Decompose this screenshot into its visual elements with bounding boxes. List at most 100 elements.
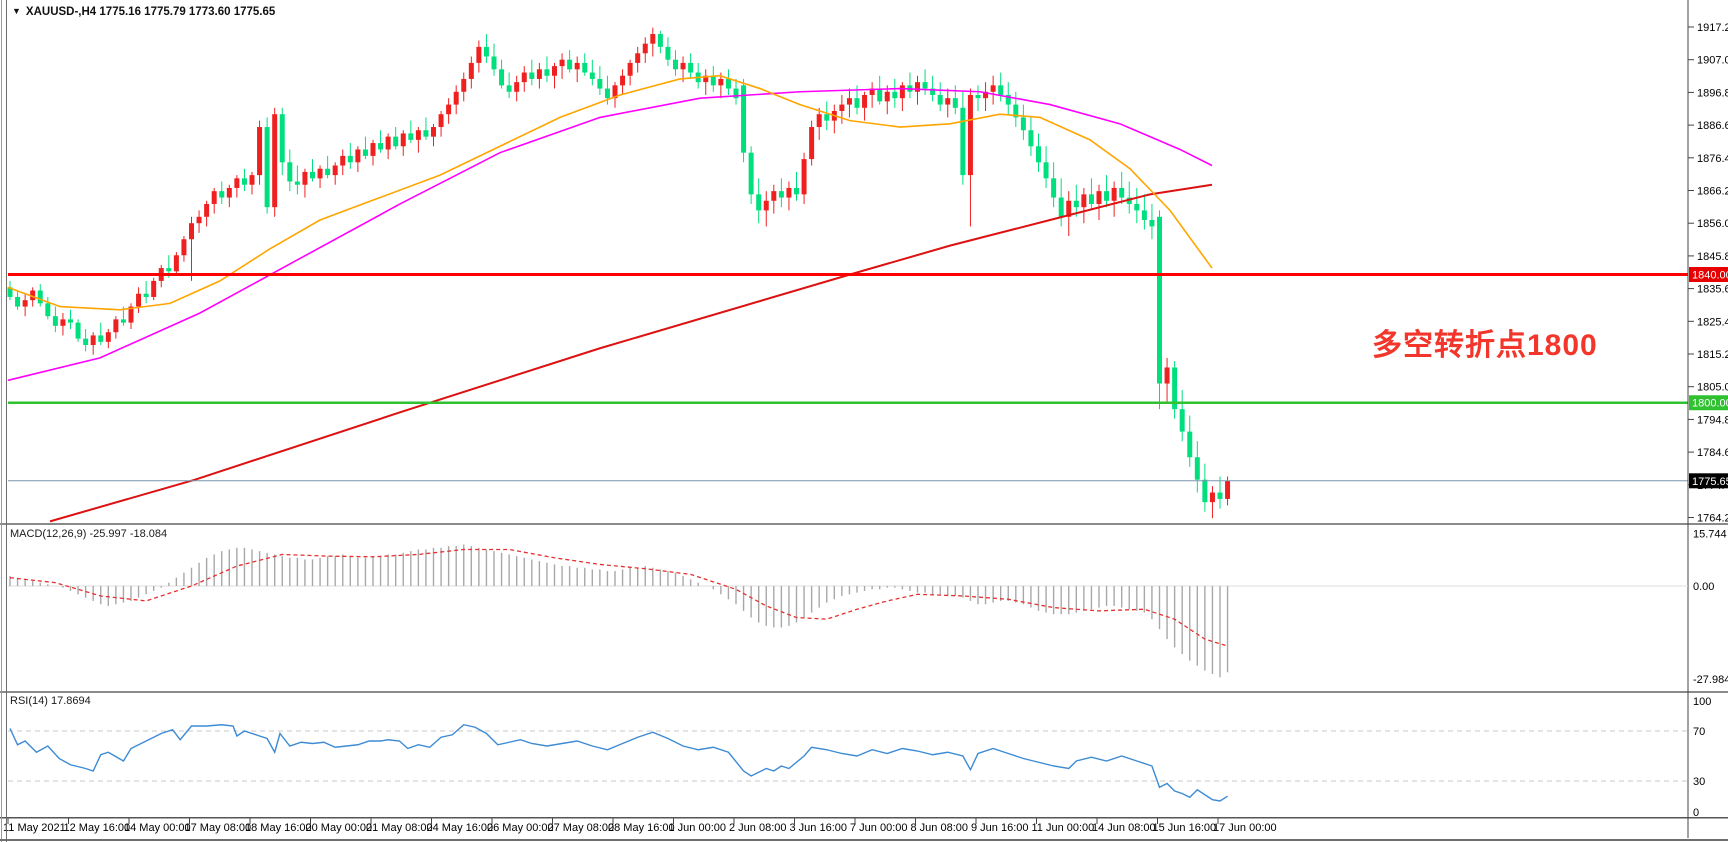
candle-down	[1149, 220, 1155, 227]
candle-down	[1134, 203, 1140, 211]
candle-up	[151, 280, 157, 297]
candle-down	[1020, 117, 1026, 131]
candle-up	[763, 200, 769, 211]
candle-up	[234, 178, 240, 188]
price-axis-label: 1876.40	[1697, 153, 1728, 165]
price-axis-label: 1856.00	[1697, 218, 1728, 230]
candle-up	[816, 114, 822, 128]
candle-down	[567, 59, 573, 70]
candle-up	[1081, 194, 1087, 208]
price-axis-label: 1907.00	[1697, 55, 1728, 67]
candle-up	[945, 98, 951, 105]
candle-up	[1096, 191, 1102, 204]
date-axis-label: 15 Jun 16:00	[1153, 822, 1217, 834]
candle-up	[415, 130, 421, 140]
date-axis-label: 2 Jun 08:00	[729, 822, 787, 834]
candle-down	[294, 181, 300, 185]
candle-up	[650, 34, 656, 44]
price-badge-label: 1840.00	[1692, 270, 1728, 282]
candle-up	[627, 62, 633, 76]
candle-down	[506, 85, 512, 92]
candle-down	[922, 82, 928, 89]
macd-axis-label: -27.984	[1693, 674, 1728, 686]
date-axis-label: 3 Jun 16:00	[790, 822, 848, 834]
price-axis-label: 1815.20	[1697, 349, 1728, 361]
chart-annotation: 多空转折点1800	[1372, 329, 1598, 362]
candle-down	[960, 107, 966, 176]
price-axis-label: 1835.60	[1697, 284, 1728, 296]
candle-down	[7, 287, 13, 297]
symbol-ohlc-label: ▼ XAUUSD-,H4 1775.16 1775.79 1773.60 1775…	[12, 6, 275, 18]
price-axis-label: 1845.80	[1697, 251, 1728, 263]
candle-up	[635, 53, 641, 63]
date-axis-label: 11 May 2021	[3, 822, 66, 834]
candle-up	[30, 290, 36, 301]
candle-up	[113, 319, 119, 333]
candle-down	[83, 338, 89, 346]
pane-separator	[0, 523, 1728, 525]
candle-down	[98, 335, 104, 342]
candle-down	[491, 56, 497, 70]
candle-up	[1225, 480, 1231, 499]
candle-down	[423, 130, 429, 137]
candle-down	[975, 94, 981, 99]
candle-down	[1187, 431, 1193, 458]
candle-up	[302, 171, 308, 185]
candle-up	[718, 78, 724, 86]
candle-up	[612, 85, 618, 99]
candle-down	[120, 319, 126, 323]
ma-mid-line	[7, 87, 1213, 382]
candle-up	[453, 91, 459, 105]
candle-up	[173, 255, 179, 272]
candle-up	[340, 155, 346, 166]
candle-up	[884, 91, 890, 102]
dropdown-arrow-icon: ▼	[12, 6, 21, 16]
candle-up	[771, 191, 777, 201]
candle-down	[741, 85, 747, 153]
candle-down	[143, 293, 149, 297]
macd-indicator-label: MACD(12,26,9) -25.997 -18.084	[10, 528, 168, 540]
candle-down	[998, 85, 1004, 95]
candle-down	[1217, 492, 1223, 499]
candle-up	[786, 187, 792, 198]
candle-down	[673, 59, 678, 70]
candle-up	[559, 59, 565, 67]
candle-up	[317, 168, 323, 179]
price-axis-label: 1896.80	[1697, 87, 1728, 99]
candle-up	[461, 78, 467, 92]
pane-separator	[0, 817, 1728, 819]
date-axis-label: 14 May 00:00	[124, 822, 191, 834]
candle-up	[128, 306, 134, 323]
rsi-line	[9, 723, 1228, 802]
symbol-ohlc-text: XAUUSD-,H4 1775.16 1775.79 1773.60 1775.…	[25, 6, 276, 18]
rsi-axis-label: 30	[1693, 776, 1705, 788]
ma-fast-line	[7, 74, 1213, 311]
candle-up	[703, 75, 709, 83]
candle-down	[378, 143, 384, 150]
candle-up	[332, 165, 338, 176]
candle-down	[1013, 104, 1019, 118]
candle-down	[824, 114, 830, 121]
candle-up	[226, 187, 232, 198]
candle-down	[68, 319, 73, 323]
candle-down	[1119, 187, 1125, 198]
candle-up	[446, 104, 452, 115]
candle-up	[211, 191, 217, 204]
candle-up	[385, 136, 391, 150]
date-axis-label: 14 Jun 08:00	[1092, 822, 1156, 834]
macd-axis-label: 0.00	[1693, 581, 1714, 593]
candle-up	[90, 335, 96, 346]
price-axis-label: 1886.60	[1697, 120, 1728, 132]
price-axis-label: 1866.20	[1697, 186, 1728, 198]
price-axis-label: 1917.20	[1697, 22, 1728, 34]
candle-down	[688, 62, 694, 73]
price-axis-label: 1805.00	[1697, 382, 1728, 394]
candle-down	[362, 149, 368, 156]
candle-up	[1209, 492, 1215, 503]
candle-down	[710, 75, 716, 86]
candle-down	[589, 72, 595, 79]
date-axis-label: 27 May 08:00	[548, 822, 615, 834]
candle-up	[1111, 187, 1117, 201]
